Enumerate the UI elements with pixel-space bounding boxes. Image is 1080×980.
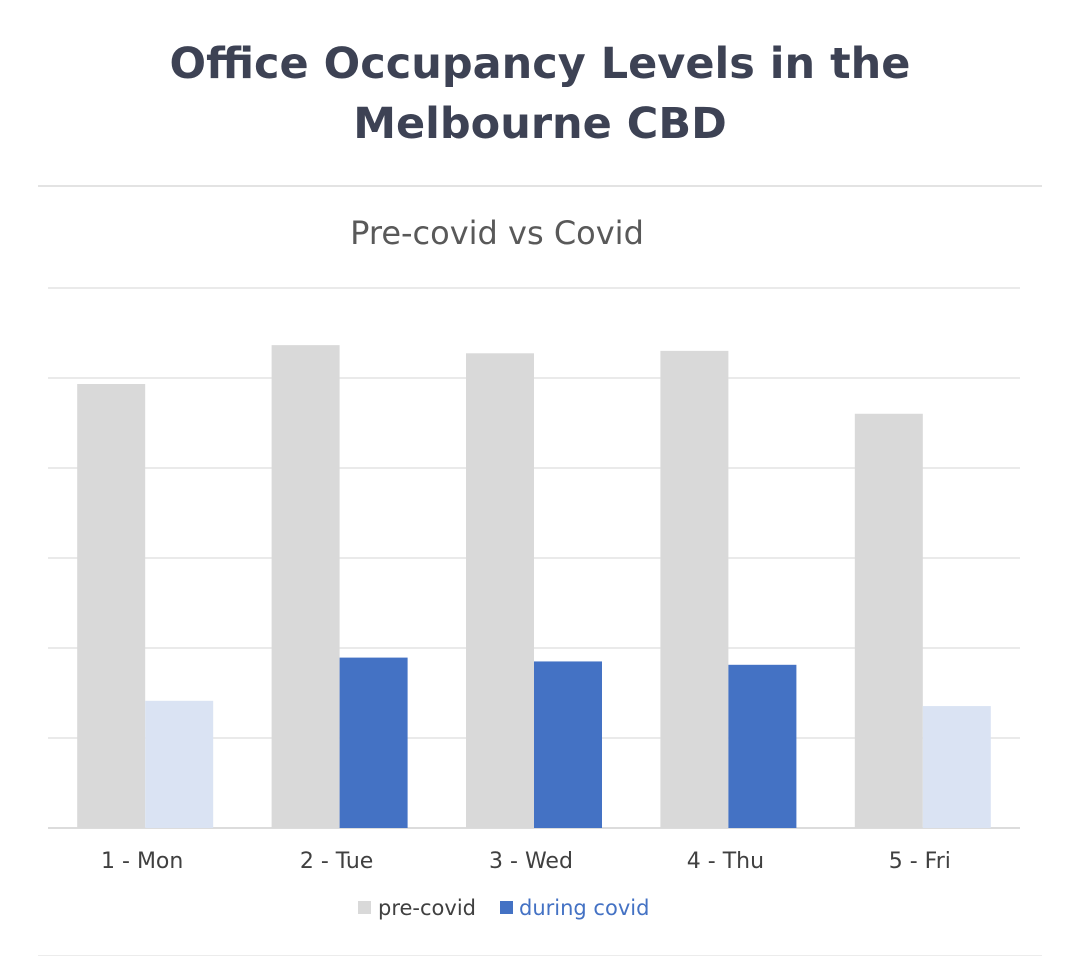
bar-pre-covid — [854, 413, 923, 828]
bar-pre-covid — [77, 384, 146, 828]
legend-label-pre-covid: pre-covid — [378, 896, 476, 920]
bar-chart: Pre-covid vs Covid 1 - Mon 2 - Tue 3 - Wed 4… — [48, 214, 1020, 920]
legend-swatch-during-covid — [500, 901, 513, 914]
bottom-divider — [38, 955, 1042, 956]
bar-pre-covid — [466, 353, 534, 828]
bar-during-covid — [534, 661, 602, 828]
page-title-line-2: Melbourne CBD — [353, 99, 727, 149]
chart-container: Pre-covid vs Covid 1 - Mon 2 - Tue 3 - Wed 4… — [0, 190, 1080, 950]
legend-swatch-pre-covid — [358, 901, 371, 914]
page-title: Office Occupancy Levels in the Melbourne… — [0, 34, 1080, 154]
x-tick-label: 4 - Thu — [687, 849, 764, 874]
x-tick-label: 1 - Mon — [101, 849, 183, 874]
bar-pre-covid — [271, 345, 340, 828]
bar-during-covid — [145, 700, 214, 828]
bar-during-covid — [922, 706, 991, 828]
top-divider — [38, 185, 1042, 187]
legend-label-during-covid: during covid — [519, 896, 649, 920]
chart-title: Pre-covid vs Covid — [350, 214, 644, 252]
x-tick-label: 5 - Fri — [889, 849, 951, 874]
bar-during-covid — [339, 657, 408, 828]
x-tick-label: 2 - Tue — [300, 849, 374, 874]
page-title-line-1: Office Occupancy Levels in the — [169, 39, 911, 89]
x-tick-label: 3 - Wed — [489, 849, 573, 874]
bar-pre-covid — [660, 350, 729, 828]
bar-during-covid — [728, 664, 797, 828]
